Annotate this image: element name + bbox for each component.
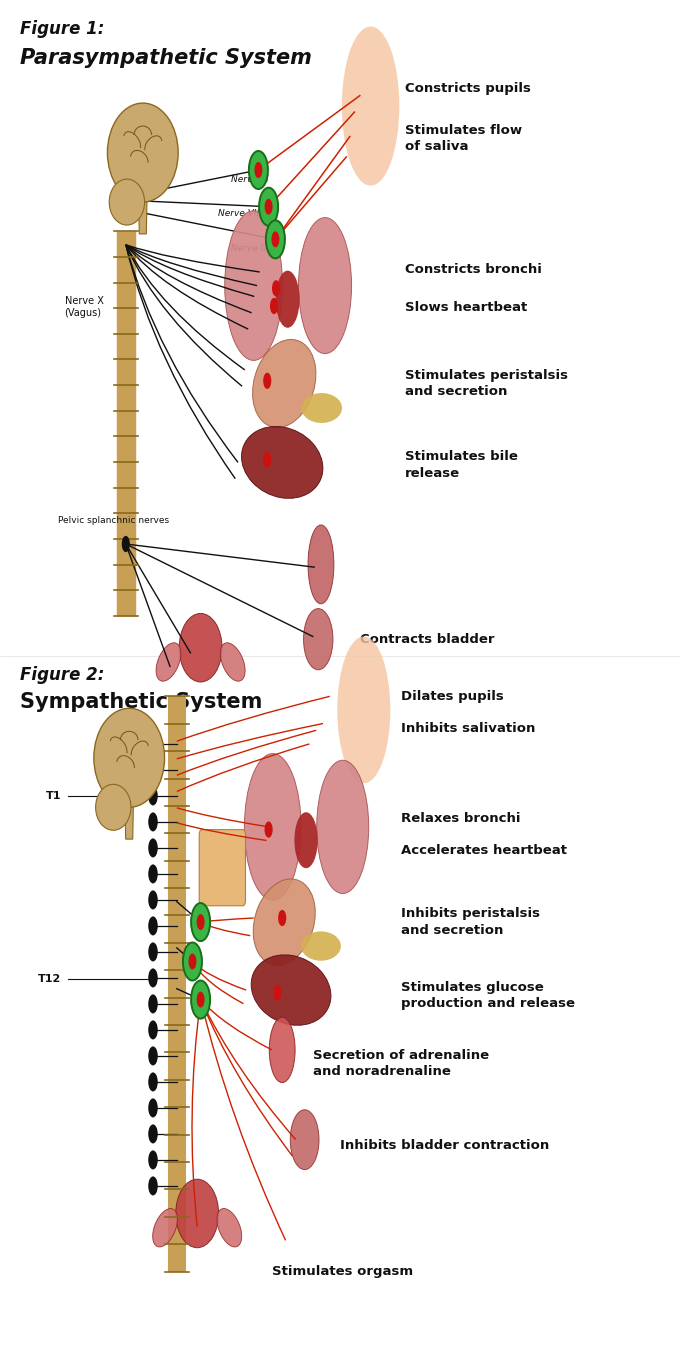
Text: Inhibits salivation: Inhibits salivation bbox=[401, 722, 536, 736]
Ellipse shape bbox=[96, 785, 131, 830]
Ellipse shape bbox=[244, 753, 301, 900]
Circle shape bbox=[148, 1099, 158, 1118]
Text: Constricts pupils: Constricts pupils bbox=[405, 82, 530, 95]
Circle shape bbox=[122, 536, 130, 552]
Circle shape bbox=[272, 280, 280, 296]
Ellipse shape bbox=[290, 1110, 319, 1170]
Circle shape bbox=[148, 1151, 158, 1170]
Ellipse shape bbox=[224, 211, 282, 360]
Circle shape bbox=[148, 865, 158, 884]
Circle shape bbox=[148, 760, 158, 779]
Ellipse shape bbox=[180, 613, 222, 681]
Ellipse shape bbox=[308, 525, 334, 604]
Text: Nerve X
(Vagus): Nerve X (Vagus) bbox=[65, 296, 103, 318]
Ellipse shape bbox=[269, 1017, 295, 1083]
Polygon shape bbox=[139, 194, 147, 234]
Ellipse shape bbox=[220, 643, 245, 681]
Circle shape bbox=[263, 373, 271, 389]
Text: Slows heartbeat: Slows heartbeat bbox=[405, 301, 527, 314]
Circle shape bbox=[191, 903, 210, 941]
Ellipse shape bbox=[175, 1179, 219, 1247]
Circle shape bbox=[265, 199, 273, 215]
Circle shape bbox=[278, 910, 286, 926]
Circle shape bbox=[273, 985, 282, 1001]
Circle shape bbox=[148, 1073, 158, 1092]
Text: Stimulates flow
of saliva: Stimulates flow of saliva bbox=[405, 124, 522, 154]
Text: Relaxes bronchi: Relaxes bronchi bbox=[401, 812, 521, 826]
Ellipse shape bbox=[109, 180, 145, 224]
Text: T12: T12 bbox=[38, 974, 61, 985]
Ellipse shape bbox=[156, 643, 181, 681]
Text: T1: T1 bbox=[46, 790, 61, 801]
Polygon shape bbox=[125, 800, 133, 839]
Circle shape bbox=[148, 1176, 158, 1195]
Ellipse shape bbox=[337, 636, 390, 783]
Circle shape bbox=[249, 151, 268, 189]
Ellipse shape bbox=[153, 1209, 177, 1247]
Circle shape bbox=[270, 298, 278, 314]
Text: Secretion of adrenaline
and noradrenaline: Secretion of adrenaline and noradrenalin… bbox=[313, 1049, 489, 1078]
Circle shape bbox=[148, 838, 158, 857]
Circle shape bbox=[254, 162, 262, 178]
Text: Nerve VII: Nerve VII bbox=[218, 209, 258, 218]
Text: Pelvic splanchnic nerves: Pelvic splanchnic nerves bbox=[58, 517, 169, 525]
Circle shape bbox=[148, 917, 158, 936]
Text: Stimulates bile
release: Stimulates bile release bbox=[405, 450, 517, 480]
Circle shape bbox=[259, 188, 278, 226]
Ellipse shape bbox=[294, 812, 318, 868]
Circle shape bbox=[263, 452, 271, 468]
Text: Sympathetic System: Sympathetic System bbox=[20, 692, 262, 713]
Ellipse shape bbox=[342, 26, 399, 185]
Circle shape bbox=[265, 821, 273, 838]
Ellipse shape bbox=[253, 879, 316, 966]
Text: Stimulates glucose
production and release: Stimulates glucose production and releas… bbox=[401, 981, 575, 1010]
Text: Stimulates orgasm: Stimulates orgasm bbox=[272, 1265, 413, 1278]
Text: Accelerates heartbeat: Accelerates heartbeat bbox=[401, 843, 567, 857]
Ellipse shape bbox=[301, 932, 341, 960]
Ellipse shape bbox=[217, 1209, 241, 1247]
Circle shape bbox=[148, 812, 158, 831]
Circle shape bbox=[148, 942, 158, 962]
Circle shape bbox=[183, 942, 202, 981]
Circle shape bbox=[148, 1046, 158, 1065]
Circle shape bbox=[148, 1125, 158, 1144]
Circle shape bbox=[148, 891, 158, 910]
Circle shape bbox=[148, 786, 158, 805]
Ellipse shape bbox=[251, 955, 331, 1025]
Text: Nerve III: Nerve III bbox=[231, 175, 269, 184]
Circle shape bbox=[191, 981, 210, 1019]
Circle shape bbox=[271, 231, 279, 248]
Ellipse shape bbox=[241, 427, 323, 498]
Text: Dilates pupils: Dilates pupils bbox=[401, 690, 504, 703]
Ellipse shape bbox=[94, 709, 165, 808]
Circle shape bbox=[148, 734, 158, 753]
Text: Inhibits peristalsis
and secretion: Inhibits peristalsis and secretion bbox=[401, 907, 540, 937]
Text: Nerve IX: Nerve IX bbox=[231, 245, 270, 253]
Ellipse shape bbox=[317, 760, 369, 894]
Circle shape bbox=[188, 953, 197, 970]
Circle shape bbox=[266, 220, 285, 258]
Text: Constricts bronchi: Constricts bronchi bbox=[405, 262, 541, 276]
Ellipse shape bbox=[252, 340, 316, 427]
FancyBboxPatch shape bbox=[199, 830, 245, 906]
Text: Contracts bladder: Contracts bladder bbox=[360, 632, 495, 646]
Ellipse shape bbox=[303, 608, 333, 669]
Ellipse shape bbox=[299, 218, 352, 354]
Circle shape bbox=[148, 994, 158, 1013]
Circle shape bbox=[197, 914, 205, 930]
Text: Inhibits bladder contraction: Inhibits bladder contraction bbox=[340, 1138, 549, 1152]
Text: Parasympathetic System: Parasympathetic System bbox=[20, 48, 312, 68]
Circle shape bbox=[197, 991, 205, 1008]
Ellipse shape bbox=[276, 271, 299, 328]
Text: Stimulates peristalsis
and secretion: Stimulates peristalsis and secretion bbox=[405, 369, 568, 398]
Circle shape bbox=[148, 1020, 158, 1039]
Text: Figure 2:: Figure 2: bbox=[20, 666, 105, 684]
Text: Figure 1:: Figure 1: bbox=[20, 20, 105, 38]
Ellipse shape bbox=[301, 393, 342, 423]
Circle shape bbox=[148, 968, 158, 987]
Ellipse shape bbox=[107, 103, 178, 203]
